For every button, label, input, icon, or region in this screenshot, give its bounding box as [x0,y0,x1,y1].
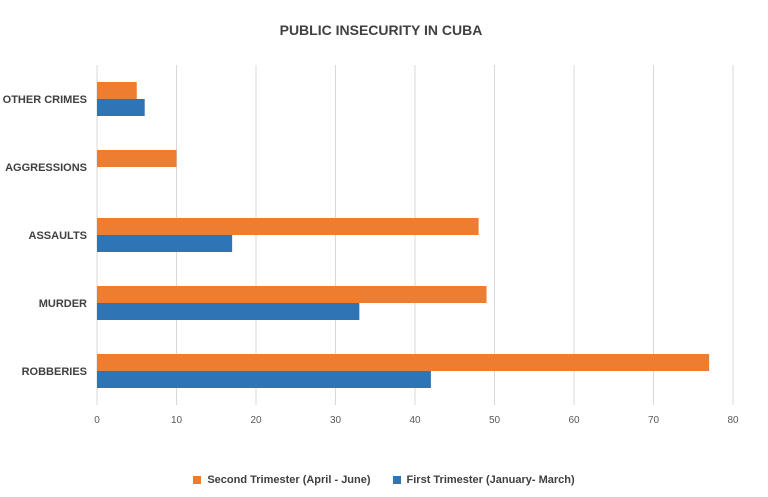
category-labels: OTHER CRIMES AGGRESSIONS ASSAULTS MURDER ROB… [3,94,87,378]
x-tick-label: 0 [94,415,100,426]
category-label: ASSAULTS [29,230,87,242]
legend-swatch-first [392,476,401,484]
x-tick-label: 20 [250,415,262,426]
bars [97,82,710,388]
bar-second-murder [97,286,487,303]
bar-second-robberies [97,354,710,371]
bar-chart: PUBLIC INSECURITY IN CUBA OTHER CRIMES AG… [3,22,739,426]
category-label: MURDER [39,298,87,310]
bar-second-assaults [97,218,479,235]
legend-item-first: First Trimester (January- March) [392,474,575,486]
x-tick-label: 50 [489,415,501,426]
category-label: OTHER CRIMES [3,94,87,106]
bar-first-robberies [97,371,431,388]
bar-second-other-crimes [97,82,137,99]
category-label: AGGRESSIONS [5,162,87,174]
x-tick-label: 70 [648,415,660,426]
chart-title: PUBLIC INSECURITY IN CUBA [280,22,483,38]
x-tick-label: 60 [568,415,580,426]
category-label: ROBBERIES [22,366,87,378]
x-tick-label: 40 [409,415,421,426]
legend-label-second: Second Trimester (April - June) [207,474,371,486]
bar-first-murder [97,303,360,320]
bar-first-assaults [97,235,233,252]
x-tick-label: 80 [727,415,739,426]
bar-first-other-crimes [97,99,145,116]
legend: Second Trimester (April - June) First Tr… [0,474,768,486]
bar-second-aggressions [97,150,177,167]
legend-swatch-second [193,476,202,484]
x-tick-labels: 0 10 20 30 40 50 60 70 80 [94,415,739,426]
legend-item-second: Second Trimester (April - June) [193,474,371,486]
x-tick-label: 30 [330,415,342,426]
x-tick-label: 10 [171,415,183,426]
legend-label-first: First Trimester (January- March) [406,474,575,486]
